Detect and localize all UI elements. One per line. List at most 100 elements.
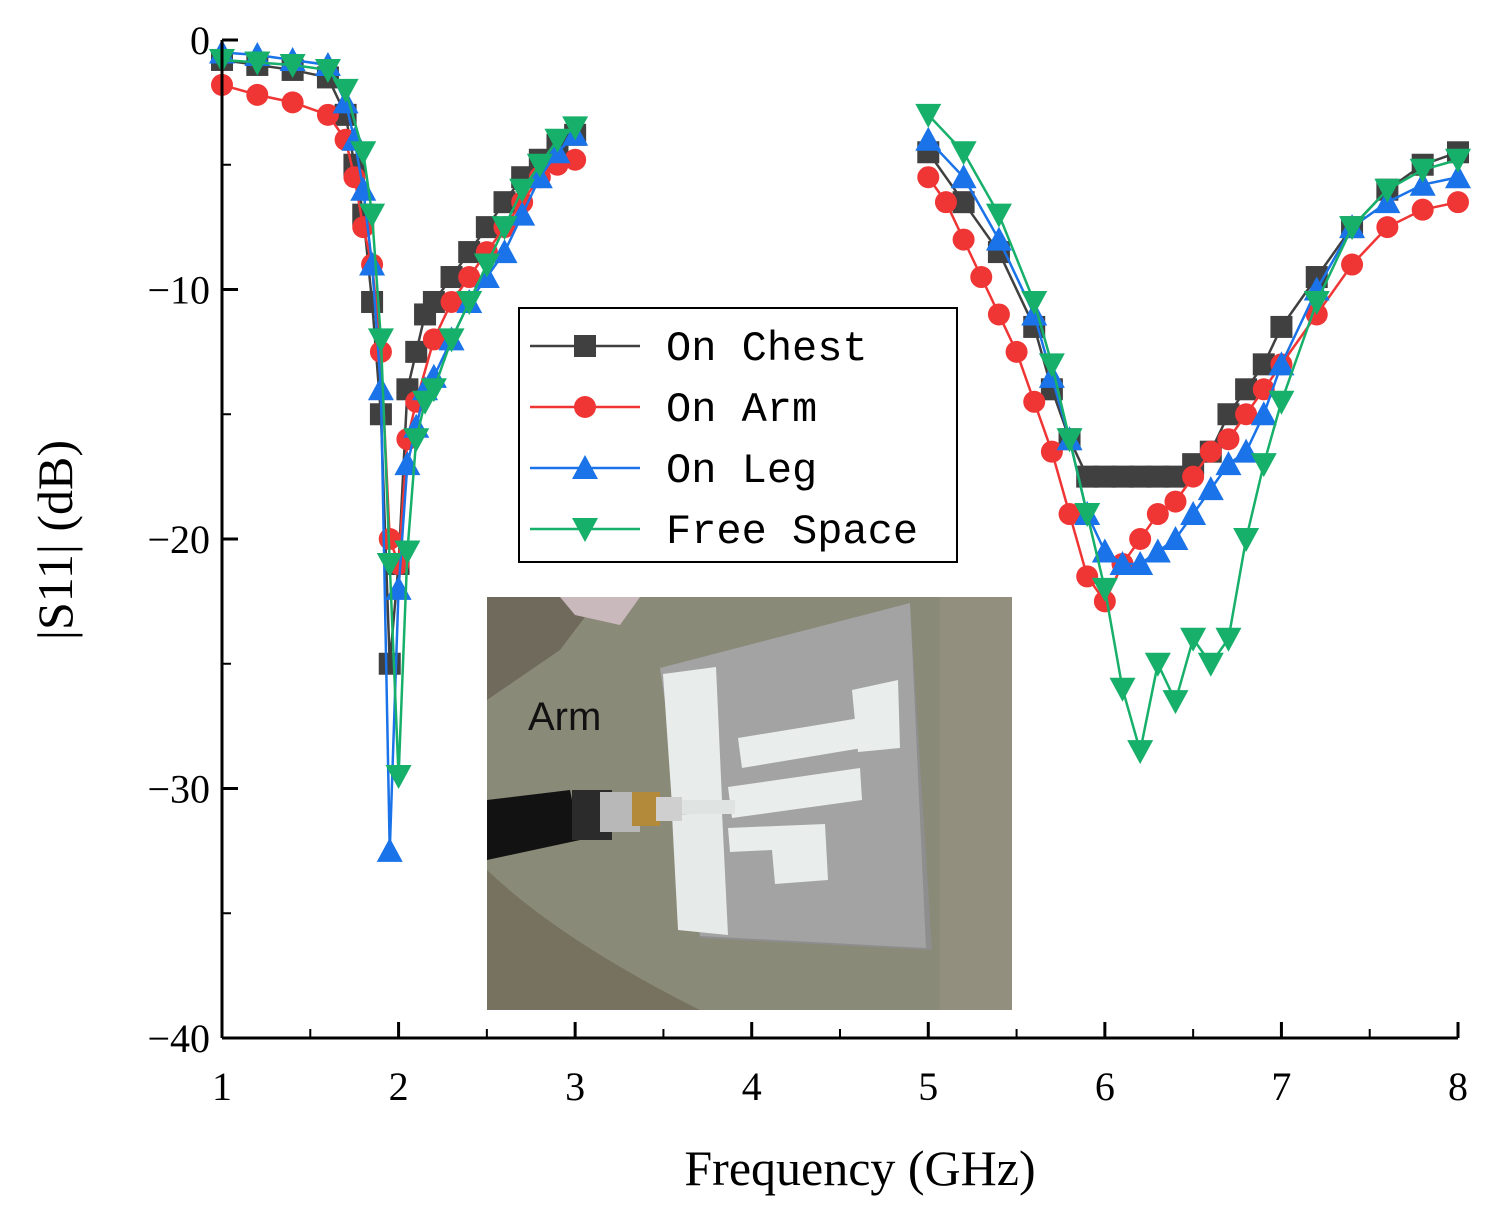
data-point-free-space (1144, 652, 1171, 677)
data-point-on-arm (1182, 465, 1205, 488)
data-point-on-leg (1144, 538, 1171, 563)
data-point-free-space (526, 153, 553, 178)
legend-label-free-space: Free Space (666, 508, 918, 556)
y-tick-label: −30 (147, 767, 210, 812)
data-point-free-space (1180, 627, 1207, 652)
data-point-on-leg (376, 837, 403, 862)
data-point-on-leg (1162, 526, 1189, 550)
feed-line (680, 800, 735, 814)
data-point-on-leg (367, 376, 394, 401)
data-point-on-arm (1199, 440, 1222, 463)
data-point-on-leg (950, 164, 977, 189)
data-point-free-space (438, 328, 465, 353)
data-point-on-arm (1447, 191, 1469, 214)
x-tick-label: 3 (565, 1064, 585, 1109)
data-point-free-space (1197, 652, 1224, 677)
legend-label-on-chest: On Chest (666, 325, 868, 373)
axes: 1 2 3 4 5 6 7 8 0 −10 −20 −30 −40 Frequency (GHz) |… (27, 18, 1468, 1196)
data-point-free-space (1303, 290, 1330, 315)
data-point-on-leg (1180, 501, 1207, 526)
data-point-free-space (385, 765, 412, 790)
data-point-free-space (1127, 740, 1154, 765)
x-tick-label: 1 (212, 1064, 232, 1109)
data-point-free-space (1445, 148, 1471, 173)
series-on-arm (211, 73, 1469, 613)
data-point-free-space (1233, 528, 1260, 552)
data-point-free-space (1409, 158, 1436, 183)
data-point-on-chest (422, 290, 445, 313)
data-point-free-space (1250, 453, 1277, 478)
legend-marker-free-space (572, 518, 598, 542)
legend-marker-on-leg (572, 455, 598, 479)
data-point-on-leg (491, 239, 518, 264)
data-point-free-space (1021, 290, 1048, 315)
data-point-on-leg (915, 126, 942, 151)
data-point-free-space (1091, 577, 1118, 602)
data-point-free-space (350, 141, 377, 166)
data-layer (209, 39, 1471, 862)
data-point-on-arm (1129, 528, 1152, 550)
series-line-on-arm (927, 176, 1459, 604)
data-point-free-space (367, 328, 394, 353)
data-point-on-leg (509, 201, 536, 226)
series-line-on-arm (221, 83, 576, 565)
data-point-on-leg (1268, 351, 1295, 376)
y-tick-label: −20 (147, 517, 210, 562)
data-point-on-arm (422, 328, 445, 351)
data-point-on-chest (1129, 465, 1152, 488)
data-point-on-arm (1411, 198, 1434, 221)
data-point-on-chest (475, 216, 498, 239)
data-point-on-chest (1093, 465, 1116, 488)
series-free-space (209, 48, 1471, 790)
data-point-free-space (1109, 677, 1136, 702)
y-ticks: 0 −10 −20 −30 −40 (147, 18, 238, 1061)
x-ticks: 1 2 3 4 5 6 7 8 (212, 1022, 1468, 1109)
data-point-free-space (473, 253, 500, 278)
data-point-on-leg (1197, 476, 1224, 501)
x-axis-title: Frequency (GHz) (684, 1140, 1035, 1196)
data-point-on-leg (1127, 550, 1154, 575)
data-point-free-space (915, 103, 942, 128)
data-point-on-arm (246, 83, 269, 106)
data-point-on-arm (1146, 503, 1169, 526)
connector-tip (656, 797, 682, 821)
x-tick-label: 8 (1448, 1064, 1468, 1109)
data-point-on-arm (970, 266, 993, 289)
data-point-on-chest (1164, 465, 1187, 488)
data-point-on-chest (440, 266, 463, 289)
y-tick-label: 0 (190, 18, 210, 63)
data-point-on-arm (440, 290, 463, 313)
data-point-on-arm (1341, 253, 1364, 276)
data-point-on-leg (359, 251, 386, 276)
inset-label-arm: Arm (528, 695, 601, 739)
legend-label-on-leg: On Leg (666, 447, 817, 495)
data-point-free-space (332, 78, 359, 103)
data-point-on-arm (1252, 378, 1275, 401)
data-point-free-space (950, 141, 977, 166)
data-point-on-chest (952, 191, 975, 214)
data-point-on-chest (1146, 465, 1169, 488)
data-point-free-space (544, 128, 571, 153)
connector-brass (632, 792, 660, 826)
data-point-free-space (376, 552, 403, 577)
data-point-on-leg (1215, 451, 1242, 476)
data-point-free-space (1074, 503, 1101, 528)
antenna-upper-stub (852, 680, 900, 752)
data-point-free-space (244, 51, 271, 76)
legend: On Chest On Arm On Leg Free Space (518, 307, 958, 563)
data-point-on-chest (1111, 465, 1134, 488)
data-point-on-arm (1217, 428, 1240, 451)
data-point-free-space (359, 203, 386, 228)
data-point-on-arm (1058, 503, 1081, 526)
data-point-on-arm (1040, 440, 1063, 463)
data-point-on-leg (1233, 438, 1260, 463)
data-point-free-space (394, 540, 421, 565)
x-tick-label: 5 (918, 1064, 938, 1109)
data-point-free-space (420, 378, 447, 403)
y-tick-label: −40 (147, 1016, 210, 1061)
data-point-on-chest (1217, 403, 1240, 426)
coax-cable (487, 790, 580, 860)
cloth-shadow (487, 870, 700, 1010)
cloth-right (940, 597, 1012, 1010)
